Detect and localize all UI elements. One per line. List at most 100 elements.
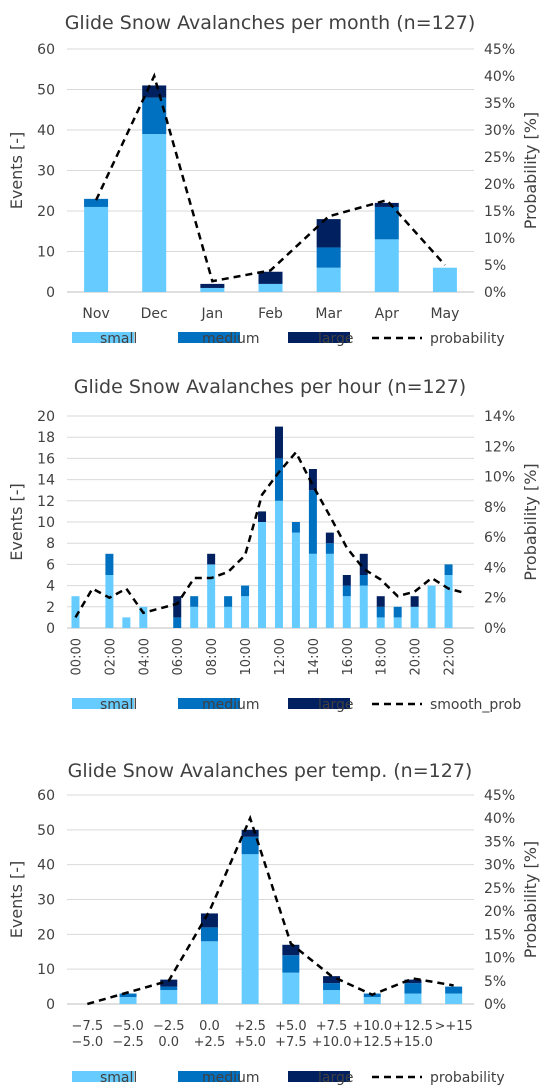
bar-segment-medium <box>105 553 114 575</box>
x-tick-label: 00:00 <box>69 638 84 675</box>
bar-segment-small <box>323 990 341 1004</box>
y-tick-label: 0 <box>46 285 55 301</box>
legend: small medium large smooth_prob <box>72 697 521 713</box>
bar-segment-small <box>139 606 148 628</box>
bar-segment-small <box>404 993 422 1004</box>
y2-tick-label: 15% <box>484 204 515 220</box>
bar-segment-large <box>374 202 399 207</box>
bar-segment-small <box>200 287 225 292</box>
y-tick-label: 14 <box>37 473 55 489</box>
bar-segment-small <box>308 553 317 628</box>
y2-tick-label: 10% <box>484 951 515 967</box>
x-tick-label-second-line: 0.0 <box>158 1035 179 1050</box>
bar-segment-medium <box>376 606 385 618</box>
bar-segment-small <box>374 239 399 292</box>
bar-segment-large <box>376 596 385 607</box>
legend-label-probability: probability <box>430 1070 505 1086</box>
y2-tick-label: 0% <box>484 285 506 301</box>
legend-swatch-medium <box>178 698 240 709</box>
y-tick-label: 18 <box>37 430 55 446</box>
legend-swatch-small <box>72 1071 134 1082</box>
y2-tick-label: 4% <box>484 560 506 576</box>
bar-segment-small <box>207 564 216 628</box>
x-tick-label-second-line: −5.0 <box>72 1035 104 1050</box>
bar-segment-small <box>427 585 436 628</box>
bar-segment-small <box>359 585 368 628</box>
y-tick-label: 40 <box>37 858 55 874</box>
bar-segment-small <box>445 993 463 1004</box>
bar-segment-small <box>282 972 300 1004</box>
bar-segment-small <box>258 522 267 628</box>
bar-segment-medium <box>308 490 317 554</box>
bar-segment-medium <box>323 983 341 991</box>
legend-label-large: large <box>318 697 353 713</box>
y2-tick-label: 10% <box>484 470 515 486</box>
y2-tick-label: 35% <box>484 96 515 112</box>
x-tick-label: +10.0 <box>352 1019 392 1034</box>
x-tick-label: Feb <box>258 306 283 322</box>
x-tick-label: 18:00 <box>375 638 390 675</box>
y2-tick-label: 14% <box>484 409 515 425</box>
x-tick-label: +5.0 <box>275 1019 307 1034</box>
chart-temp: Glide Snow Avalanches per temp. (n=127) 0… <box>0 748 550 1092</box>
bar-segment-large <box>325 532 334 544</box>
bar-segment-medium <box>393 606 402 618</box>
y-tick-label: 16 <box>37 451 55 467</box>
legend-label-medium: medium <box>202 331 260 347</box>
legend-swatch-small <box>72 698 134 709</box>
legend-label-probability: smooth_prob <box>430 697 521 713</box>
x-tick-label: 08:00 <box>205 638 220 675</box>
x-tick-label: 04:00 <box>137 638 152 675</box>
legend-label-probability: probability <box>430 331 505 347</box>
x-tick-label-second-line: +10.0 <box>312 1035 352 1050</box>
y2-tick-label: 25% <box>484 150 515 166</box>
y2-tick-label: 35% <box>484 834 515 850</box>
bar-segment-medium <box>374 206 399 240</box>
y-tick-label: 10 <box>37 245 55 261</box>
bar-segment-medium <box>444 564 453 575</box>
bar-segment-small <box>241 854 259 1004</box>
bar-segment-small <box>190 606 199 628</box>
chart-title: Glide Snow Avalanches per hour (n=127) <box>74 376 466 398</box>
bar-segment-large <box>404 979 422 984</box>
y2-axis-label: Probability [%] <box>521 112 540 229</box>
bar-segment-medium <box>241 836 259 855</box>
chart-hour-svg: Glide Snow Avalanches per hour (n=127) 0 2… <box>7 376 540 713</box>
bar-segment-large <box>200 283 225 288</box>
chart-hour: Glide Snow Avalanches per hour (n=127) 0 2… <box>0 370 550 725</box>
bar-segment-small <box>363 997 381 1004</box>
y2-tick-label: 45% <box>484 42 515 58</box>
bar-segment-large <box>274 426 283 459</box>
bar-segment-large <box>160 979 178 987</box>
y-tick-label: 6 <box>46 557 55 573</box>
legend-swatch-medium <box>178 332 240 343</box>
y2-tick-label: 20% <box>484 177 515 193</box>
bar-segment-small <box>393 617 402 628</box>
y-tick-label: 60 <box>37 42 55 58</box>
y2-tick-label: 5% <box>484 258 506 274</box>
bar-segment-large <box>308 469 317 491</box>
bar-segment-large <box>282 944 300 956</box>
y-tick-label: 50 <box>37 83 55 99</box>
y-tick-label: 2 <box>46 600 55 616</box>
y2-tick-label: 2% <box>484 591 506 607</box>
legend-swatch-small <box>72 332 134 343</box>
y-tick-label: 0 <box>46 621 55 637</box>
bar-segment-small <box>432 267 457 292</box>
y2-tick-label: 12% <box>484 439 515 455</box>
x-tick-label: 22:00 <box>443 638 458 675</box>
y2-tick-label: 40% <box>484 69 515 85</box>
legend-swatch-large <box>288 332 350 343</box>
bar-segment-small <box>325 553 334 628</box>
probability-line <box>87 814 454 1006</box>
bar-segment-small <box>122 617 131 628</box>
y2-tick-label: 0% <box>484 997 506 1013</box>
legend: small medium large probability <box>72 1070 505 1086</box>
bar-segment-large <box>207 553 216 565</box>
y-tick-label: 12 <box>37 494 55 510</box>
x-tick-label-second-line: +12.5 <box>352 1035 392 1050</box>
legend-label-small: small <box>100 1070 137 1086</box>
x-tick-label: −7.5 <box>72 1019 104 1034</box>
y-tick-label: 20 <box>37 204 55 220</box>
bar-segment-large <box>410 596 419 607</box>
